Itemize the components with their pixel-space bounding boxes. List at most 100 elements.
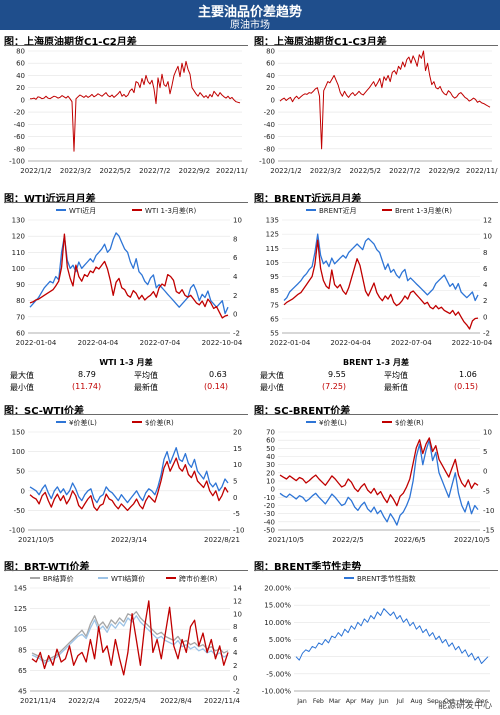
y-tick-label: 60	[16, 330, 25, 338]
y-tick-label: 145	[14, 585, 27, 593]
x-tick-label: 2022/11/4	[204, 697, 240, 705]
stats-brent-min-label: 最小值	[260, 383, 284, 392]
y-tick-label: -5.00%	[266, 670, 291, 678]
y-tick-label: 110	[12, 249, 25, 257]
x-tick-label: 2022-04-04	[78, 339, 119, 347]
y-tick-label: 135	[266, 217, 279, 225]
x-tick-label: 2022/5/2	[349, 167, 380, 175]
y-tick-label: 40	[266, 453, 275, 461]
legend-label: 跨市价差(R)	[179, 574, 218, 583]
y-tick-label: 75	[270, 301, 279, 309]
series-line-1	[283, 239, 479, 330]
y2-tick-label: -2	[483, 330, 490, 338]
stats-wti-avg-value: 0.63	[209, 370, 227, 379]
y-tick-label: 55	[270, 330, 279, 338]
chart-title: 图：SC-BRENT价差	[254, 406, 351, 417]
y2-tick-label: 6	[233, 636, 238, 644]
x-tick-label: 2022/7/2	[389, 167, 420, 175]
x-tick-label: Mar	[329, 698, 341, 705]
y2-tick-label: 0	[233, 494, 237, 502]
y2-tick-label: 12	[483, 217, 492, 225]
stats-wti-max-label: 最大值	[10, 371, 34, 380]
y-tick-label: 10.00%	[264, 619, 291, 627]
x-tick-label: 2022-10-04	[202, 339, 243, 347]
stats-wti-min-label: 最小值	[10, 383, 34, 392]
series-line-0	[31, 611, 229, 662]
stats-wti: WTI 1-3 月差 最大值 8.79 平均值 0.63 最小值 (11.74)…	[4, 357, 248, 397]
y-tick-label: 95	[270, 273, 279, 281]
y-tick-label: 65	[18, 667, 27, 675]
y-tick-label: -50	[264, 527, 275, 535]
y-tick-label: 105	[266, 259, 279, 267]
stats-wti-title: WTI 1-3 月差	[99, 358, 153, 367]
legend-label: BRENT近月	[319, 206, 357, 215]
y-tick-label: 20	[266, 84, 275, 92]
y2-tick-label: 8	[233, 235, 237, 243]
y-tick-label: 0	[271, 96, 275, 104]
x-tick-label: 2022/9/2	[429, 167, 460, 175]
y-tick-label: 120	[12, 233, 25, 241]
y2-tick-label: 6	[233, 254, 238, 262]
y-tick-label: 125	[14, 605, 27, 613]
y2-tick-label: 2	[233, 292, 237, 300]
y-tick-label: 105	[14, 626, 27, 634]
legend-label: WTI结算价	[111, 574, 145, 583]
y-tick-label: -50	[14, 507, 25, 515]
y-tick-label: -20	[264, 109, 275, 117]
y-tick-label: 50	[16, 468, 25, 476]
chart-title: 图：上海原油期货C1-C3月差	[254, 37, 387, 48]
chart-panel-sc-c1-c2: 图：上海原油期货C1-C2月差 -100 -80 -60 -40 -20 0 20 40 60 80…	[4, 33, 248, 183]
y-tick-label: 130	[12, 217, 25, 225]
x-tick-label: 2022/2/5	[332, 536, 363, 544]
title-divider	[254, 570, 498, 571]
y2-tick-label: 0	[233, 675, 237, 683]
y-tick-label: 115	[266, 245, 279, 253]
x-tick-label: 2022/2/4	[68, 697, 100, 705]
y-tick-label: 0	[21, 96, 25, 104]
chart-panel-brent-seasonal: 图：BRENT季节性走势 -10.00% -5.00% 0.00% 5.00% 10.00…	[254, 558, 498, 713]
y-tick-label: -30	[264, 510, 275, 518]
y2-tick-label: 8	[233, 623, 237, 631]
y2-tick-label: 12	[233, 597, 242, 605]
chart-panel-brent-spread: 图：BRENT近远月月差 55 65 75 85 95 105 115 125 135 -2 0 2 4 6…	[254, 190, 498, 355]
legend-label: BR结算价	[43, 574, 74, 583]
x-tick-label: Jul	[395, 698, 404, 705]
y2-tick-label: 10	[483, 429, 492, 437]
chart-svg: 55 65 75 85 95 105 115 125 135 -2 0 2 4 6 8 10 12 2022-01…	[266, 206, 493, 347]
y2-tick-label: 5	[483, 448, 487, 456]
y2-tick-label: 14	[233, 585, 242, 593]
y2-tick-label: 10	[233, 217, 242, 225]
y2-tick-label: 8	[483, 249, 487, 257]
y-tick-label: 65	[270, 315, 279, 323]
y2-tick-label: -10	[233, 527, 244, 535]
y2-tick-label: 0	[483, 313, 487, 321]
x-tick-label: 2022/11/2	[466, 167, 498, 175]
title-divider	[254, 414, 498, 415]
y2-tick-label: 2	[483, 297, 487, 305]
y-tick-label: 100	[12, 448, 25, 456]
series-line-1	[31, 615, 229, 664]
y-tick-label: 70	[266, 429, 275, 437]
chart-svg: -100 -80 -60 -40 -20 0 20 40 60 80 2022/1/2 2022/3/…	[259, 48, 498, 176]
y-tick-label: -100	[9, 158, 25, 166]
series-line-1	[29, 233, 229, 319]
y2-tick-label: -5	[483, 487, 490, 495]
title-divider	[254, 45, 498, 46]
chart-panel-sc-brent: 图：SC-BRENT价差 -50 -40 -30 -20 -10 0 10 20 30 40 50 60…	[254, 402, 498, 552]
x-tick-label: 2022/8/4	[160, 697, 192, 705]
y-tick-label: -60	[14, 133, 25, 141]
legend-label: $价差(R)	[395, 418, 424, 427]
legend-label: Brent 1-3月差(R)	[395, 206, 452, 215]
y-tick-label: 30	[266, 461, 275, 469]
y-tick-label: -20	[264, 502, 275, 510]
y-tick-label: 80	[266, 48, 275, 56]
y2-tick-label: 20	[233, 429, 242, 437]
y2-tick-label: 10	[483, 233, 492, 241]
series-line-0	[29, 447, 229, 504]
y-tick-label: -20	[14, 109, 25, 117]
legend-label: BRENT季节性指数	[357, 574, 416, 583]
x-tick-label: May	[361, 698, 374, 705]
x-tick-label: 2022/3/14	[111, 536, 147, 544]
y-tick-label: 20.00%	[264, 585, 291, 593]
chart-title: 图：BRENT季节性走势	[254, 562, 362, 573]
